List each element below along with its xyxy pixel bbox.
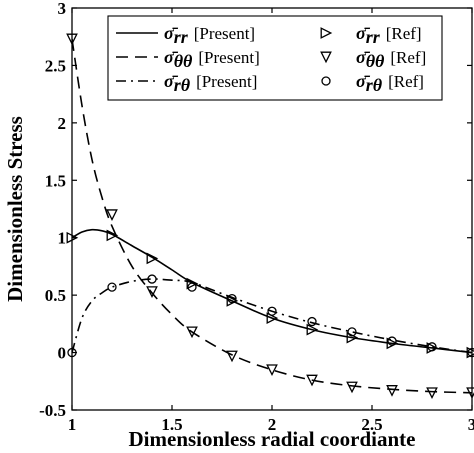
series-marker-5: [307, 316, 317, 327]
legend-marker-swatch: [321, 76, 331, 86]
series-line-0: [72, 228, 472, 354]
y-tick-label: -0.5: [39, 401, 66, 420]
series-marker-4: [346, 381, 358, 394]
series-marker-4: [306, 374, 318, 387]
series-marker-4: [386, 385, 398, 397]
x-tick-label: 1: [68, 415, 77, 434]
series-marker-3: [306, 323, 319, 336]
legend-marker-swatch: [320, 27, 333, 39]
series-marker-5: [187, 282, 197, 292]
series-marker-5: [387, 336, 397, 346]
x-tick-label: 2.5: [361, 415, 382, 434]
series-marker-5: [147, 274, 157, 284]
series-marker-4: [186, 326, 198, 339]
x-tick-label: 2: [268, 415, 277, 434]
y-tick-label: 0: [58, 344, 67, 363]
series-marker-4: [106, 209, 118, 221]
series-marker-5: [347, 327, 357, 337]
series-marker-5: [107, 282, 117, 292]
series-marker-5: [267, 306, 277, 316]
y-tick-label: 2.5: [45, 56, 66, 75]
y-tick-label: 0.5: [45, 286, 66, 305]
legend-label: σ̄θθ [Ref]: [356, 47, 426, 71]
x-axis-label: Dimensionless radial coordiante: [129, 427, 416, 451]
y-tick-label: 2: [58, 114, 67, 133]
x-tick-label: 3: [468, 415, 474, 434]
series-layer: [72, 38, 472, 394]
legend-label: σ̄rθ [Ref]: [356, 71, 424, 95]
legend: σ̄rr [Present]σ̄θθ [Present]σ̄rθ [Present] σ…: [107, 15, 443, 101]
y-tick-label: 1: [58, 229, 67, 248]
series-marker-4: [146, 286, 158, 298]
series-marker-3: [346, 331, 359, 344]
legend-label: σ̄θθ [Present]: [164, 47, 260, 71]
series-marker-4: [226, 350, 238, 363]
series-marker-5: [427, 342, 437, 352]
legend-box: [107, 15, 443, 101]
legend-label: σ̄rr [Ref]: [356, 23, 422, 47]
series-marker-4: [426, 387, 438, 400]
y-tick-label: 1.5: [45, 171, 66, 190]
series-marker-3: [146, 252, 159, 265]
series-marker-3: [186, 277, 199, 290]
y-axis-label: Dimensionless Stress: [3, 116, 27, 302]
y-tick-label: 3: [58, 0, 67, 18]
legend-marker-swatch: [320, 51, 332, 64]
series-line-1: [72, 38, 472, 394]
legend-label: σ̄rθ [Present]: [164, 71, 257, 95]
series-marker-4: [266, 364, 278, 377]
series-marker-3: [226, 295, 239, 307]
x-tick-label: 1.5: [161, 415, 182, 434]
legend-label: σ̄rr [Present]: [164, 23, 255, 47]
series-marker-3: [386, 337, 399, 350]
series-marker-5: [227, 293, 237, 304]
series-marker-3: [106, 229, 119, 242]
tick-layer: 1 1.5 2 2.5 3 -0.5 0 0.5 1 1.5 2 2.5 3: [39, 0, 474, 434]
